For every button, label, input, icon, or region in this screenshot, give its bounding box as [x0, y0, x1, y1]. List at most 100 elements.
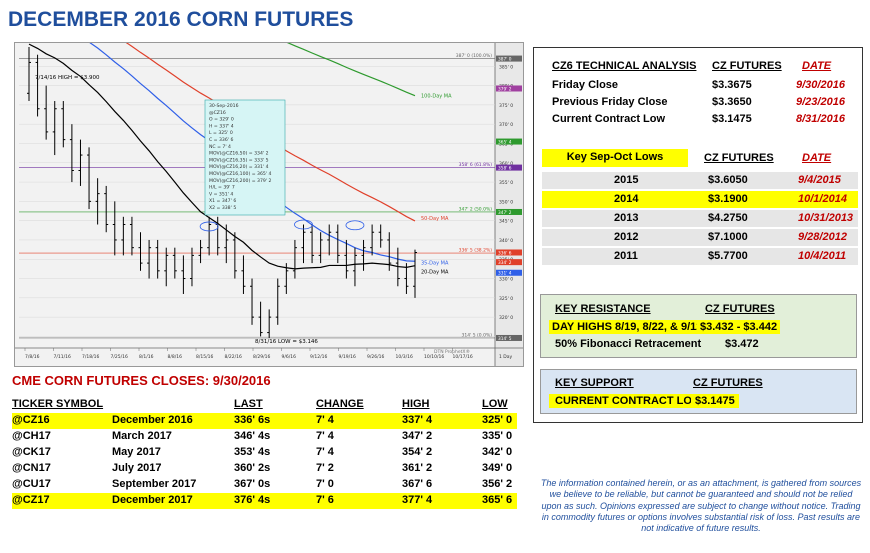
closes-cell-name: May 2017	[112, 446, 161, 458]
x-tick-label: 8/15/16	[196, 354, 213, 360]
info-box-line: 30-Sep-2016	[209, 103, 239, 109]
resistance-box: KEY RESISTANCE CZ FUTURES DAY HIGHS 8/19…	[540, 294, 857, 358]
closes-cell-last: 346' 4s	[234, 430, 271, 442]
closes-cell-last: 367' 0s	[234, 478, 271, 490]
closes-row: @CU17 September 2017 367' 0s 7' 0 367' 6 356'…	[12, 477, 517, 493]
x-tick-label: 10/10/16	[424, 354, 444, 360]
axis-tag	[496, 269, 522, 276]
closes-header: CHANGE	[316, 398, 364, 410]
axis-tag	[496, 85, 522, 92]
lows-col1: CZ FUTURES	[704, 152, 774, 164]
tech-row-date: 8/31/2016	[796, 113, 845, 125]
x-tick-label: 9/19/16	[339, 354, 356, 360]
support-col: CZ FUTURES	[693, 377, 763, 389]
closes-cell-name: September 2017	[112, 478, 197, 490]
axis-tag	[496, 249, 522, 256]
lows-cell-year: 2015	[614, 174, 639, 186]
closes-cell-high: 361' 2	[402, 462, 433, 474]
x-tick-label: 9/12/16	[310, 354, 327, 360]
info-box-line: MOV(@CZ16,35) = 333' 5	[209, 157, 269, 163]
high-annotation: 7/14/16 HIGH = $3.900	[35, 75, 100, 81]
axis-tag	[496, 334, 522, 341]
lows-cell-date: 9/4/2015	[798, 174, 841, 186]
lows-row	[542, 229, 858, 246]
closes-cell-high: 367' 6	[402, 478, 433, 490]
closes-cell-last: 360' 2s	[234, 462, 271, 474]
axis-tag-label: 387' 0	[498, 56, 512, 62]
closes-row: @CK17 May 2017 353' 4s 7' 4 354' 2 342' 0	[12, 445, 517, 461]
axis-tag-label: 336' 6	[498, 250, 512, 256]
lows-cell-date: 10/4/2011	[798, 250, 847, 262]
lows-cell-value: $7.1000	[708, 231, 748, 243]
x-tick-label: 7/25/16	[111, 354, 128, 360]
lows-cell-date: 10/1/2014	[798, 193, 847, 205]
closes-row: @CZ17 December 2017 376' 4s 7' 6 377' 4 365' …	[12, 493, 517, 509]
closes-row: @CZ16 December 2016 336' 6s 7' 4 337' 4 325' …	[12, 413, 517, 429]
closes-cell-high: 377' 4	[402, 494, 433, 506]
fib-label: 387' 0 (100.0%)	[456, 53, 492, 59]
lows-cell-date: 9/28/2012	[798, 231, 847, 243]
closes-cell-chg: 7' 4	[316, 446, 334, 458]
axis-tag-label: 314' 5	[498, 336, 512, 342]
resistance-r2-label: 50% Fibonacci Retracement	[555, 338, 702, 350]
lows-cell-value: $3.6050	[708, 174, 748, 186]
info-box-line: MOV(@CZ16,20) = 331' 4	[209, 164, 269, 170]
y-tick-label: 325' 0	[499, 296, 513, 302]
y-tick-label: 355' 0	[499, 180, 513, 186]
tech-row-label: Friday Close	[552, 79, 619, 91]
axis-tag	[496, 164, 522, 171]
closes-cell-last: 353' 4s	[234, 446, 271, 458]
fib-label: 336' 5 (38.2%)	[459, 248, 493, 254]
info-box-line: @CZ16	[209, 110, 226, 116]
info-box-line: H = 337' 4	[209, 123, 234, 129]
lows-cell-year: 2011	[614, 250, 638, 262]
x-tick-label: 9/6/16	[282, 354, 297, 360]
info-box-line: C = 336' 6	[209, 137, 233, 143]
closes-cell-chg: 7' 4	[316, 414, 334, 426]
support-box: KEY SUPPORT CZ FUTURES CURRENT CONTRACT …	[540, 369, 857, 414]
page-title: DECEMBER 2016 CORN FUTURES	[8, 8, 354, 31]
closes-header: LOW	[482, 398, 508, 410]
axis-tag	[496, 208, 522, 215]
axis-tag-label: 358' 6	[498, 165, 512, 171]
closes-cell-name: July 2017	[112, 462, 162, 474]
low-annotation: 8/31/16 LOW = $3.146	[255, 339, 318, 345]
closes-cell-high: 354' 2	[402, 446, 433, 458]
x-tick-label: 8/29/16	[253, 354, 270, 360]
ma100-label: 100-Day MA	[421, 94, 452, 100]
y-tick-label: 345' 0	[499, 219, 513, 225]
axis-tag	[496, 55, 522, 62]
closes-cell-chg: 7' 0	[316, 478, 334, 490]
tech-row-value: $3.3650	[712, 96, 752, 108]
x-tick-label: 10/3/16	[396, 354, 413, 360]
info-box-line: MOV(@CZ16,50) = 334' 2	[209, 151, 269, 157]
y-tick-label: 350' 0	[499, 199, 513, 205]
closes-header-row: TICKER SYMBOL LAST CHANGE HIGH LOW	[12, 397, 517, 413]
closes-cell-sym: @CZ16	[12, 414, 50, 426]
info-box-line: O = 329' 0	[209, 117, 234, 123]
tech-row-date: 9/30/2016	[796, 79, 845, 91]
x-tick-label: 10/17/16	[453, 354, 473, 360]
lows-cell-value: $3.1900	[708, 193, 748, 205]
lows-cell-year: 2014	[614, 193, 639, 205]
lows-cell-year: 2013	[614, 212, 639, 224]
info-box-line: MOV(@CZ16,100) = 365' 4	[209, 171, 272, 177]
lows-col2: DATE	[802, 152, 832, 164]
axis-tag-label: 331' 4	[498, 271, 512, 277]
resistance-circle	[294, 219, 313, 230]
tech-row-value: $3.3675	[712, 79, 752, 91]
resistance-r2-value: $3.472	[725, 338, 759, 350]
ma50-label: 50-Day MA	[421, 216, 449, 222]
info-box	[204, 99, 286, 216]
info-box-line: X2 = 338' 5	[209, 205, 236, 211]
closes-table: TICKER SYMBOL LAST CHANGE HIGH LOW @CZ16…	[12, 397, 517, 509]
disclaimer: The information contained herein, or as …	[540, 478, 862, 533]
x-tick-label: 8/8/16	[168, 354, 183, 360]
closes-cell-high: 337' 4	[402, 414, 433, 426]
tech-row-label: Previous Friday Close	[552, 96, 668, 108]
fib-label: 358' 6 (61.8%)	[459, 162, 493, 168]
ma20-line	[28, 43, 416, 270]
x-tick-label: 8/22/16	[225, 354, 242, 360]
closes-cell-sym: @CN17	[12, 462, 51, 474]
y-tick-label: 375' 0	[499, 103, 513, 109]
